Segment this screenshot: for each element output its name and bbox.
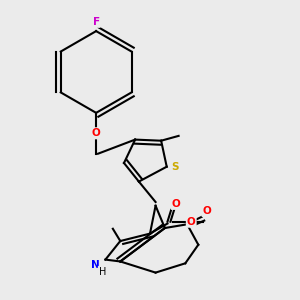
Text: F: F [93, 17, 100, 27]
Text: O: O [187, 217, 196, 227]
Text: O: O [202, 206, 211, 216]
Text: O: O [172, 199, 180, 209]
Text: H: H [99, 267, 106, 277]
Text: O: O [92, 128, 100, 138]
Text: N: N [91, 260, 99, 270]
Text: S: S [171, 162, 178, 172]
